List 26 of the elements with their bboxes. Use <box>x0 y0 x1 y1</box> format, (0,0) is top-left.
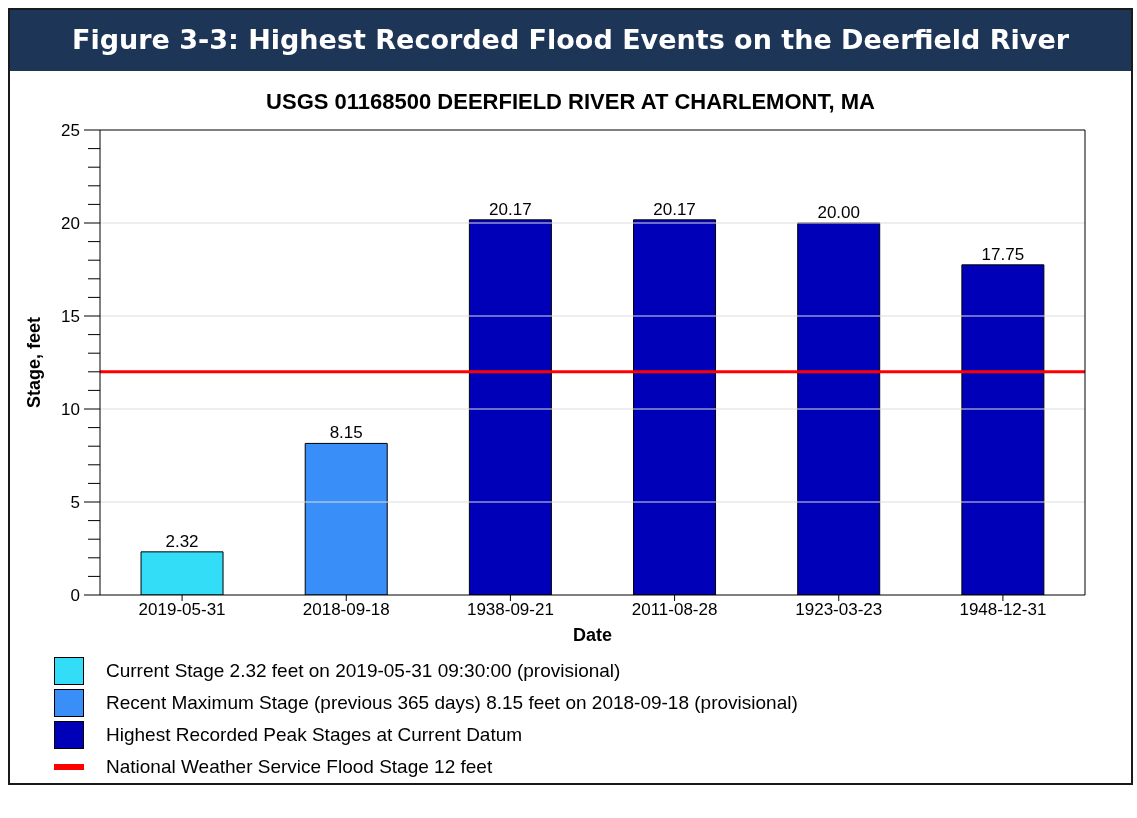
chart-subtitle: USGS 01168500 DEERFIELD RIVER AT CHARLEMONT, MA <box>265 89 876 115</box>
x-tick-label: 2018-09-18 <box>302 600 390 620</box>
legend-label: National Weather Service Flood Stage 12 feet <box>106 756 493 778</box>
legend-label: Recent Maximum Stage (previous 365 days) 8.15 feet on 2018-09-18 (provisional) <box>106 692 798 714</box>
data-label: 17.75 <box>981 244 1025 264</box>
y-tick-label: 5 <box>70 493 80 512</box>
chart-title: Figure 3-3: Highest Recorded Flood Events on the Deerfield River <box>10 10 1131 71</box>
y-tick-label: 0 <box>70 586 80 605</box>
y-axis-title: Stage, feet <box>24 316 45 409</box>
x-tick-label: 1938-09-21 <box>466 600 554 620</box>
y-tick-label: 10 <box>61 400 80 419</box>
x-axis-title: Date <box>572 625 613 645</box>
legend-label: Highest Recorded Peak Stages at Current Datum <box>106 724 523 746</box>
data-label: 20.00 <box>817 203 860 222</box>
x-tick-label: 1923-03-23 <box>795 600 883 620</box>
x-tick-label: 1948-12-31 <box>959 600 1047 620</box>
x-tick-label: 2011-08-28 <box>631 600 718 620</box>
data-label: 20.17 <box>653 199 696 219</box>
x-tick-label: 2019-05-31 <box>138 600 226 620</box>
y-tick-label: 15 <box>61 307 80 326</box>
y-tick-label: 25 <box>61 121 80 140</box>
data-label: 8.15 <box>329 423 363 443</box>
data-label: 20.17 <box>489 199 532 219</box>
y-tick-label: 20 <box>61 214 80 233</box>
legend-label: Current Stage 2.32 feet on 2019-05-31 09:30:00 (provisional) <box>106 660 621 682</box>
data-label: 2.32 <box>165 531 199 551</box>
